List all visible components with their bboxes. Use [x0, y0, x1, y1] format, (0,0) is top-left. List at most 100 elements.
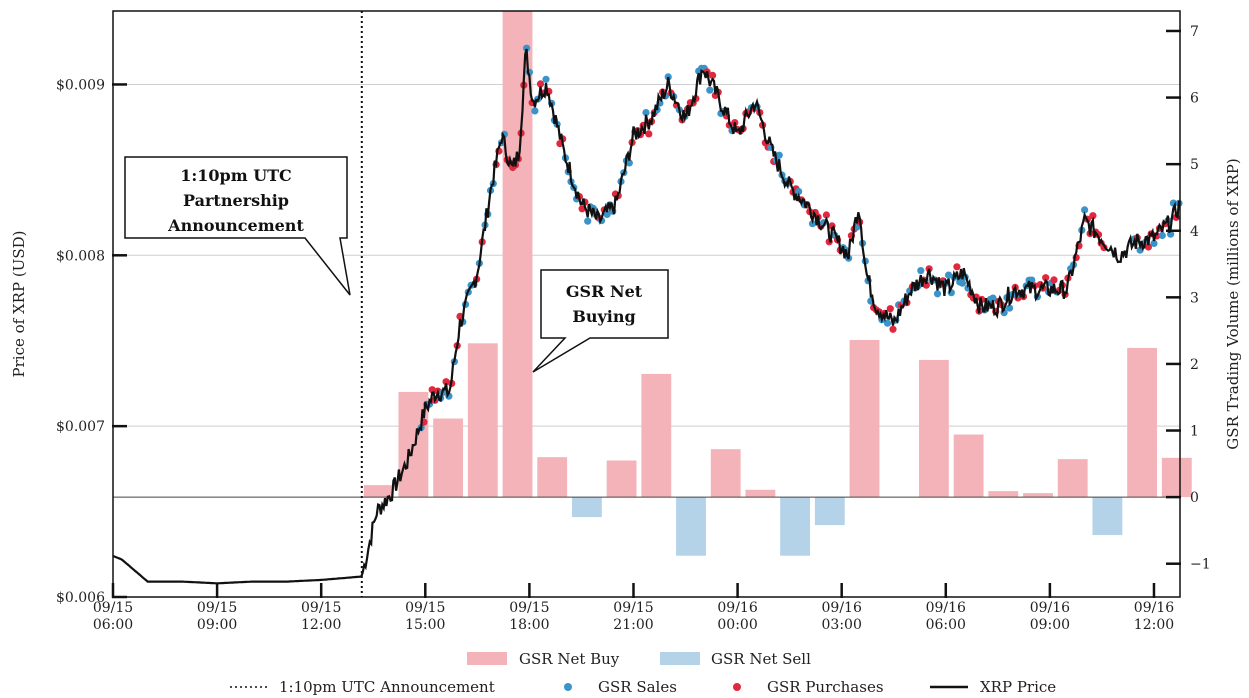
gsr-sale-dot — [642, 109, 650, 117]
x-tick-label-date: 09/16 — [926, 600, 966, 616]
gsr-sale-dot — [664, 73, 672, 81]
gsr-purchase-dot — [922, 281, 930, 289]
announcement-callout-line-3: Announcement — [167, 216, 304, 235]
legend-announcement-label: 1:10pm UTC Announcement — [279, 678, 495, 696]
gsr-sale-dot — [1006, 304, 1014, 312]
y-left-tick-label: $0.007 — [56, 419, 105, 435]
gsr-sale-dot — [958, 279, 967, 287]
y-right-tick-label: 7 — [1190, 24, 1199, 40]
gsr-net-buying-callout-line-1: GSR Net — [566, 282, 643, 301]
x-tick-label-time: 06:00 — [93, 617, 133, 633]
y-left-tick-label: $0.009 — [56, 77, 105, 93]
gsr-sale-dot — [795, 187, 803, 196]
y-left-tick-label: $0.008 — [56, 248, 105, 264]
gsr-purchase-dot — [1144, 243, 1152, 251]
gsr-sale-dot — [523, 44, 531, 52]
legend-net-sell-label: GSR Net Sell — [711, 650, 811, 668]
net-buy-bar — [641, 373, 672, 498]
gsr-purchase-dot — [456, 312, 464, 320]
net-buy-bar — [467, 343, 498, 498]
gsr-purchase-dot — [822, 211, 831, 219]
x-tick-label-time: 09:00 — [1030, 617, 1070, 633]
volume-bars — [363, 11, 1192, 556]
gsr-sale-dot — [706, 86, 714, 94]
x-tick-label-date: 09/15 — [405, 600, 445, 616]
x-tick-label-date: 09/15 — [301, 600, 341, 616]
net-buy-bar — [502, 11, 533, 498]
gsr-purchase-dot — [889, 325, 897, 333]
y-axis-right-label: GSR Trading Volume (millions of XRP) — [1224, 158, 1242, 449]
gsr-sale-dot — [808, 220, 817, 228]
y-right-tick-label: −1 — [1190, 557, 1211, 573]
gsr-net-buying-callout-box — [532, 269, 669, 373]
gsr-sale-dot — [584, 217, 592, 225]
gsr-purchase-dot — [953, 263, 961, 271]
gsr-purchase-dot — [1050, 276, 1058, 284]
legend-net-buy-swatch — [467, 652, 507, 665]
net-buy-bar — [1023, 493, 1053, 498]
announcement-callout: 1:10pm UTC Partnership Announcement — [124, 156, 351, 296]
net-buy-bar — [1161, 457, 1192, 498]
legend-purchases-swatch — [733, 683, 741, 691]
x-tick-label-time: 21:00 — [613, 617, 653, 633]
gsr-purchase-dot — [1042, 274, 1050, 282]
y-right-tick-label: 5 — [1190, 157, 1199, 173]
net-buy-bar — [988, 491, 1019, 498]
x-tick-label-time: 03:00 — [822, 617, 862, 633]
net-buy-bar — [1057, 459, 1088, 498]
announcement-callout-box — [124, 156, 351, 296]
gsr-purchase-dot — [886, 305, 894, 313]
net-buy-bar — [953, 434, 984, 498]
gsr-sale-dot — [625, 159, 633, 167]
net-sell-bar — [676, 497, 706, 556]
x-tick-label-time: 15:00 — [405, 617, 445, 633]
announcement-callout-line-2: Partnership — [183, 191, 289, 210]
gsr-sale-dot — [1158, 231, 1166, 240]
gsr-sale-dot — [603, 210, 611, 218]
legend-purchases-label: GSR Purchases — [767, 678, 884, 696]
y-right-tick-label: 4 — [1190, 224, 1199, 240]
legend-net-buy-label: GSR Net Buy — [519, 650, 620, 668]
gsr-purchase-dot — [1089, 212, 1097, 220]
plot-frame — [112, 10, 1181, 598]
announcement-callout-line-1: 1:10pm UTC — [180, 166, 292, 185]
x-tick-label-time: 09:00 — [197, 617, 237, 633]
x-tick-label-date: 09/16 — [822, 600, 862, 616]
y-right-tick-label: 3 — [1190, 290, 1199, 306]
y-left-tick-label: $0.006 — [56, 590, 105, 606]
y-right-tick-label: 6 — [1190, 91, 1199, 107]
net-buy-bar — [363, 485, 394, 498]
x-tick-label-time: 12:00 — [1134, 617, 1174, 633]
x-tick-label-date: 09/15 — [613, 600, 653, 616]
net-buy-bar — [710, 449, 741, 498]
x-tick-label-date: 09/15 — [93, 600, 133, 616]
x-tick-label-date: 09/16 — [1134, 600, 1174, 616]
legend: GSR Net Buy GSR Net Sell 1:10pm UTC Anno… — [230, 650, 1056, 696]
gsr-sale-dot — [933, 290, 942, 298]
x-tick-label-date: 09/16 — [717, 600, 757, 616]
gsr-purchase-dot — [536, 80, 545, 88]
legend-sales-label: GSR Sales — [598, 678, 677, 696]
gsr-net-buying-callout-line-2: Buying — [572, 307, 635, 326]
gsr-sale-dot — [945, 271, 953, 279]
x-tick-label-time: 00:00 — [717, 617, 757, 633]
net-sell-bar — [780, 497, 811, 556]
y-right-tick-label: 0 — [1190, 490, 1199, 506]
net-sell-bar — [1092, 497, 1123, 536]
x-tick-label-date: 09/15 — [197, 600, 237, 616]
x-tick-label-time: 18:00 — [509, 617, 549, 633]
net-buy-bar — [849, 339, 880, 498]
net-buy-bar — [537, 457, 568, 498]
xrp-price-line — [112, 48, 1181, 585]
axis-ticks: $0.006$0.007$0.008$0.009−10123456709/150… — [56, 24, 1211, 633]
gsr-purchase-dot — [709, 71, 717, 79]
gsr-sale-dot — [989, 294, 997, 302]
net-sell-bar — [571, 497, 602, 518]
net-buy-bar — [606, 460, 637, 498]
net-buy-bar — [1127, 347, 1158, 498]
net-buy-bar — [433, 418, 464, 498]
x-tick-label-date: 09/16 — [1030, 600, 1070, 616]
gsr-sale-dot — [917, 267, 925, 275]
gsr-sale-dot — [1081, 206, 1089, 214]
